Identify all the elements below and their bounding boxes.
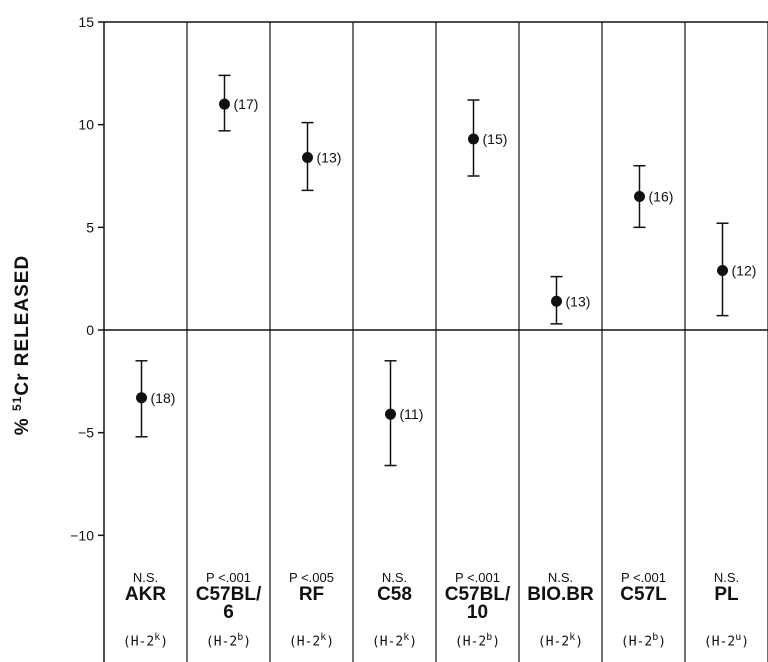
strain-label: C57L: [620, 584, 667, 605]
y-tick-label: 10: [78, 117, 94, 133]
data-point: [551, 295, 562, 307]
data-point: [136, 392, 147, 404]
y-tick-label: 5: [86, 219, 94, 235]
strain-label: C58: [377, 584, 412, 605]
data-point: [717, 264, 728, 276]
n-label: (13): [317, 150, 342, 166]
haplotype-base: (H-2: [371, 634, 404, 650]
data-point: [634, 191, 645, 203]
n-label: (18): [151, 390, 176, 406]
strain-label: BIO.BR: [527, 584, 594, 605]
y-tick-label: −5: [78, 425, 94, 441]
haplotype-allele: u: [735, 632, 742, 643]
y-axis-label: % 51Cr RELEASED: [10, 255, 34, 435]
column-label: P <.001 C57L: [602, 570, 685, 604]
haplotype-base: (H-2: [205, 634, 238, 650]
y-axis-label-prefix: %: [12, 411, 34, 436]
n-label: (15): [483, 131, 508, 147]
significance-label: N.S.: [132, 570, 159, 585]
strain-label: AKR: [124, 584, 167, 605]
n-label: (11): [400, 406, 424, 422]
haplotype-close: ): [326, 634, 335, 650]
column-label: P <.005 RF: [270, 570, 353, 604]
haplotype-base: (H-2: [703, 634, 736, 650]
significance-label: N.S.: [713, 570, 740, 585]
haplotype-allele: b: [237, 632, 244, 643]
haplotype-close: ): [575, 634, 584, 650]
n-label: (17): [234, 96, 259, 112]
strain-label-line2: 6: [223, 602, 234, 623]
n-label: (16): [649, 189, 674, 205]
significance-label: P <.001: [621, 570, 666, 585]
haplotype-label: (H-2b): [187, 632, 270, 649]
haplotype-label: (H-2k): [353, 632, 436, 649]
haplotype-label: (H-2b): [436, 632, 519, 649]
haplotype-label: (H-2b): [602, 632, 685, 649]
column-label: P <.001 C57BL/10: [436, 570, 519, 622]
y-tick-label: −10: [70, 527, 94, 543]
haplotype-allele: k: [320, 632, 327, 643]
n-label: (13): [566, 293, 591, 309]
haplotype-close: ): [160, 634, 169, 650]
haplotype-label: (H-2k): [104, 632, 187, 649]
haplotype-allele: k: [569, 632, 576, 643]
significance-label: P <.005: [289, 570, 334, 585]
haplotype-close: ): [243, 634, 252, 650]
haplotype-close: ): [741, 634, 750, 650]
n-label: (12): [732, 262, 757, 278]
haplotype-close: ): [409, 634, 418, 650]
haplotype-base: (H-2: [454, 634, 487, 650]
haplotype-base: (H-2: [288, 634, 321, 650]
haplotype-close: ): [658, 634, 667, 650]
column-label: P <.001 C57BL/6: [187, 570, 270, 622]
haplotype-allele: b: [652, 632, 659, 643]
haplotype-label: (H-2k): [270, 632, 353, 649]
strain-label: RF: [298, 584, 325, 605]
data-point: [219, 98, 230, 110]
haplotype-allele: b: [486, 632, 493, 643]
significance-label: P <.001: [206, 570, 251, 585]
strain-label: C57BL/: [444, 584, 511, 605]
y-axis-label-superscript: 51: [9, 395, 24, 412]
y-tick-label: 0: [86, 322, 94, 338]
significance-label: P <.001: [455, 570, 500, 585]
column-label: N.S. BIO.BR: [519, 570, 602, 604]
haplotype-close: ): [492, 634, 501, 650]
significance-label: N.S.: [381, 570, 408, 585]
haplotype-allele: k: [403, 632, 410, 643]
column-label: N.S. AKR: [104, 570, 187, 604]
y-tick-label: 15: [78, 14, 94, 30]
strain-label: PL: [714, 584, 739, 605]
haplotype-allele: k: [154, 632, 161, 643]
haplotype-label: (H-2u): [685, 632, 768, 649]
strain-label: C57BL/: [195, 584, 262, 605]
data-point: [468, 133, 479, 145]
column-label: N.S. PL: [685, 570, 768, 604]
column-label: N.S. C58: [353, 570, 436, 604]
haplotype-base: (H-2: [122, 634, 155, 650]
significance-label: N.S.: [547, 570, 574, 585]
haplotype-base: (H-2: [537, 634, 570, 650]
strain-label-line2: 10: [466, 602, 489, 623]
data-point: [302, 152, 313, 164]
data-point: [385, 408, 396, 420]
y-axis-label-suffix: Cr RELEASED: [12, 254, 34, 396]
haplotype-label: (H-2k): [519, 632, 602, 649]
haplotype-base: (H-2: [620, 634, 653, 650]
